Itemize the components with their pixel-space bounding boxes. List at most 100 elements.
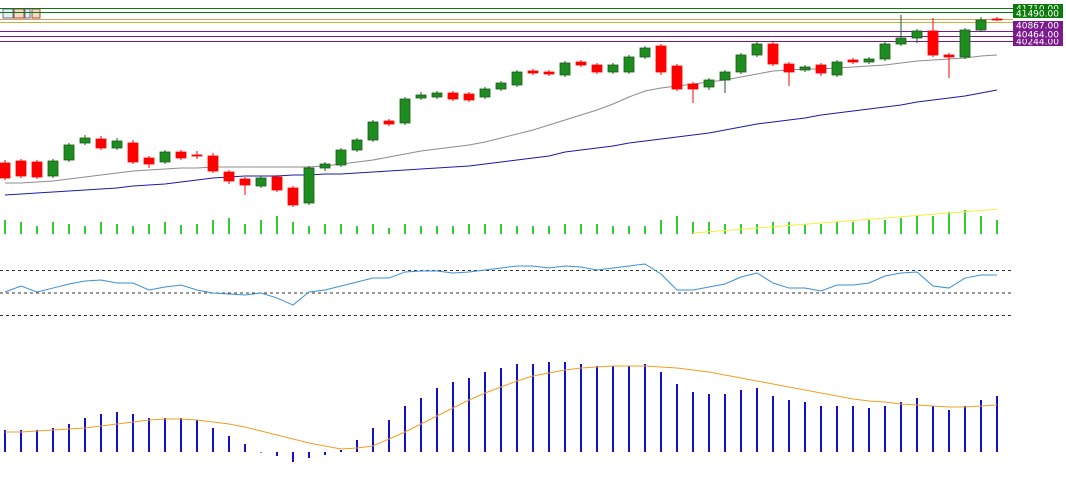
bar <box>756 388 758 452</box>
bar <box>180 225 182 234</box>
bar <box>116 224 118 234</box>
bar <box>68 424 70 452</box>
candle-body <box>255 177 267 187</box>
bar <box>436 226 438 234</box>
bar <box>340 224 342 234</box>
bar <box>884 220 886 234</box>
price-label: 40244.00 <box>1016 37 1059 47</box>
candle-body <box>639 47 651 58</box>
bar <box>900 218 902 234</box>
bar <box>404 224 406 234</box>
bar <box>20 222 22 234</box>
bar <box>852 222 854 234</box>
bar <box>676 216 678 234</box>
bar <box>436 388 438 452</box>
bar <box>468 378 470 452</box>
bar <box>4 430 6 452</box>
bar <box>52 222 54 234</box>
candle-body <box>831 61 843 76</box>
bar <box>308 226 310 234</box>
candle-body <box>175 151 187 159</box>
candle-body <box>527 70 539 74</box>
bar <box>212 220 214 234</box>
bar <box>324 224 326 234</box>
price-label: 40464.00 <box>1016 30 1059 40</box>
candle-body <box>191 154 203 157</box>
candle-body <box>479 88 491 98</box>
bar <box>356 440 358 452</box>
bar <box>868 408 870 452</box>
candle-body <box>367 121 379 141</box>
candle-body <box>207 155 219 172</box>
candle-body <box>223 171 235 182</box>
candle-body <box>991 18 1003 21</box>
candle-body <box>815 64 827 74</box>
bar <box>900 402 902 452</box>
bar <box>324 452 326 455</box>
bar <box>628 226 630 234</box>
bar <box>84 418 86 452</box>
candle-body <box>143 157 155 165</box>
bar <box>836 406 838 452</box>
indicator-line <box>4 263 997 306</box>
bar <box>548 362 550 452</box>
bar <box>452 226 454 234</box>
bar <box>196 420 198 452</box>
bar <box>100 222 102 234</box>
signal-line <box>5 365 998 450</box>
candle-body <box>927 30 939 56</box>
bar <box>788 222 790 234</box>
price-label-box <box>1013 4 1063 13</box>
bar <box>660 220 662 234</box>
bar <box>20 430 22 452</box>
bar <box>708 222 710 234</box>
candle-body <box>591 64 603 73</box>
bar <box>404 406 406 452</box>
bar <box>260 220 262 234</box>
level-lines <box>0 8 1013 42</box>
candle-body <box>95 138 107 149</box>
bar <box>276 216 278 234</box>
candle-body <box>879 43 891 60</box>
bar <box>164 222 166 234</box>
bar <box>68 224 70 234</box>
candle-body <box>47 160 59 177</box>
candle-body <box>287 187 299 206</box>
bar <box>516 226 518 234</box>
candle-body <box>495 82 507 90</box>
bar <box>836 222 838 234</box>
icon <box>31 8 41 19</box>
price-label-box <box>1013 9 1063 18</box>
bar <box>916 398 918 452</box>
bar <box>932 216 934 234</box>
bar <box>52 428 54 452</box>
candle-body <box>431 92 443 98</box>
bar <box>996 220 998 234</box>
bar <box>292 452 294 462</box>
bar <box>228 218 230 234</box>
bar <box>692 392 694 452</box>
bar <box>452 382 454 452</box>
candle-body <box>543 71 555 75</box>
candle-body <box>671 65 683 90</box>
candle-body <box>127 142 139 163</box>
bar <box>292 222 294 234</box>
icon <box>13 8 25 19</box>
bar <box>420 226 422 234</box>
bar <box>164 418 166 452</box>
price-label: 41490.00 <box>1016 9 1059 19</box>
candle-body <box>623 56 635 73</box>
candle-body <box>63 144 75 161</box>
bar <box>788 400 790 452</box>
bar <box>932 406 934 452</box>
candle-body <box>847 59 859 63</box>
bar <box>308 452 310 458</box>
bar <box>564 224 566 234</box>
bar <box>356 226 358 234</box>
bar <box>756 224 758 234</box>
bar <box>916 216 918 234</box>
bar <box>724 224 726 234</box>
bar <box>196 224 198 234</box>
candle-body <box>383 120 395 125</box>
